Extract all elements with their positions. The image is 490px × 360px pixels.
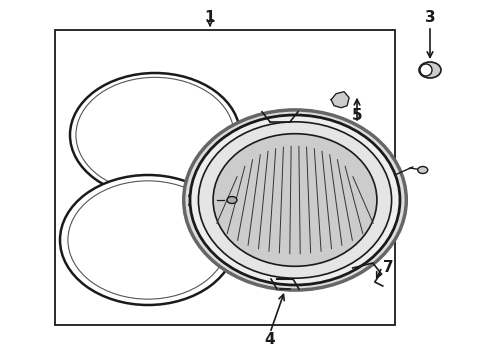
- Ellipse shape: [76, 77, 234, 193]
- Text: 4: 4: [265, 333, 275, 347]
- Text: 6: 6: [260, 132, 270, 148]
- Text: 1: 1: [205, 10, 215, 26]
- Ellipse shape: [213, 134, 377, 266]
- Text: 2: 2: [187, 194, 197, 210]
- Ellipse shape: [68, 181, 228, 299]
- Ellipse shape: [70, 73, 240, 197]
- Ellipse shape: [227, 197, 237, 203]
- Ellipse shape: [190, 115, 400, 285]
- Bar: [55, 30, 395, 325]
- Polygon shape: [331, 92, 349, 108]
- Ellipse shape: [60, 175, 236, 305]
- Ellipse shape: [418, 166, 428, 174]
- Text: 5: 5: [352, 108, 362, 122]
- Ellipse shape: [76, 187, 220, 293]
- Text: 7: 7: [383, 260, 393, 274]
- Ellipse shape: [198, 122, 392, 278]
- Circle shape: [420, 64, 432, 76]
- Ellipse shape: [87, 85, 223, 185]
- Ellipse shape: [184, 110, 406, 290]
- Ellipse shape: [419, 62, 441, 78]
- Text: 3: 3: [425, 10, 435, 26]
